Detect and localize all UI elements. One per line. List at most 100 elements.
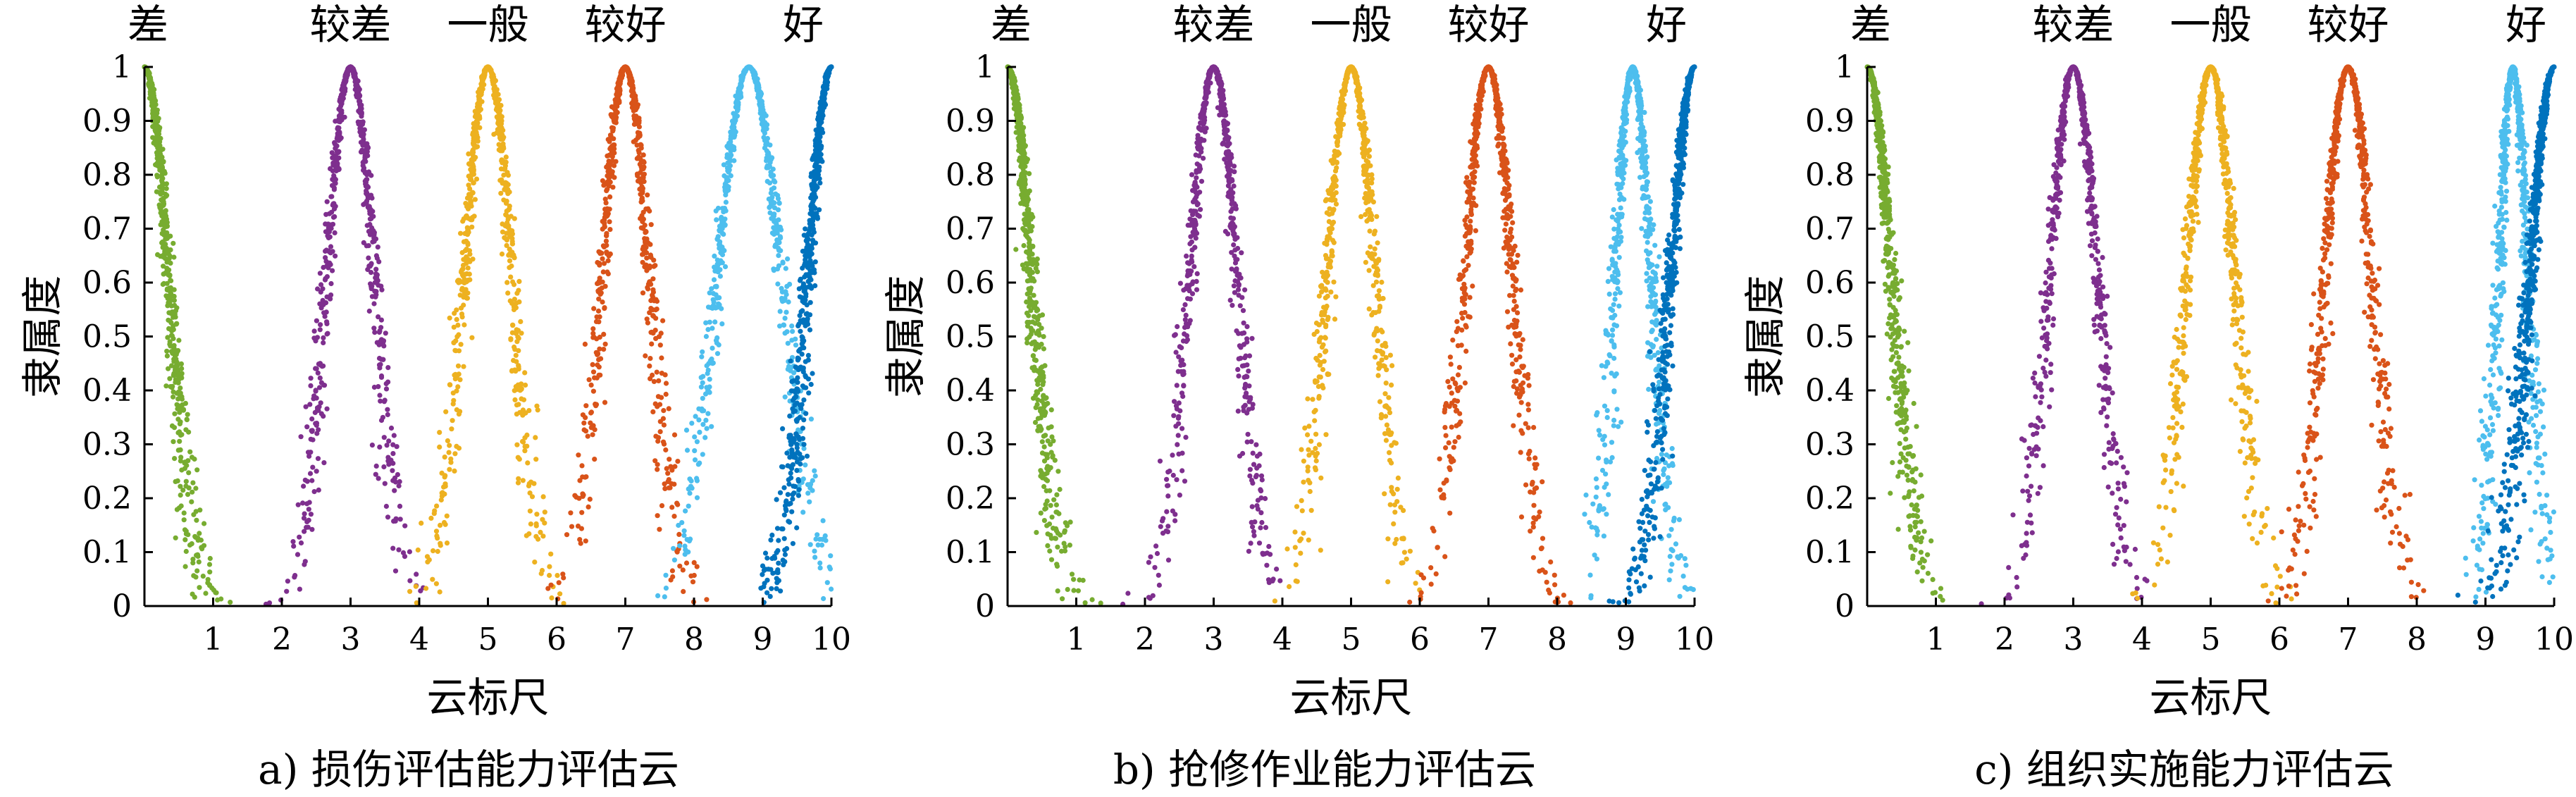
data-point [441, 519, 447, 526]
data-point [178, 483, 183, 489]
data-point [638, 142, 644, 148]
data-point [717, 302, 722, 308]
data-point [323, 309, 329, 315]
data-point [363, 147, 369, 153]
data-point [449, 426, 454, 432]
data-point [179, 366, 185, 371]
data-point [438, 522, 443, 529]
data-point [166, 310, 172, 316]
data-point [1021, 242, 1027, 249]
data-point [819, 126, 825, 132]
data-point [784, 450, 790, 456]
data-point [641, 164, 647, 170]
data-point [657, 402, 663, 407]
data-point [714, 217, 719, 223]
data-point [810, 263, 815, 268]
data-point [378, 417, 385, 424]
data-point [819, 542, 825, 548]
data-point [166, 272, 171, 278]
data-point [807, 211, 813, 216]
data-point [172, 411, 178, 416]
data-point [645, 192, 650, 198]
data-point [463, 201, 469, 206]
data-point [663, 391, 669, 397]
data-point [181, 510, 187, 516]
data-point [785, 492, 791, 498]
data-point [315, 370, 321, 376]
data-point [413, 583, 419, 589]
data-point [577, 478, 583, 483]
data-point [514, 442, 520, 447]
data-point [805, 376, 811, 382]
y-tick-label: 1 [112, 49, 132, 85]
data-point [369, 294, 376, 299]
data-point [1047, 488, 1053, 493]
data-point [719, 260, 724, 266]
data-point [158, 191, 163, 197]
data-point [164, 287, 170, 292]
data-point [328, 194, 334, 199]
data-point [147, 75, 153, 82]
data-point [647, 363, 652, 369]
data-point [510, 322, 516, 328]
data-point [600, 178, 606, 184]
x-tick-label: 7 [616, 622, 636, 657]
data-point [722, 185, 728, 190]
data-point [648, 356, 653, 362]
data-point [764, 156, 770, 161]
data-point [522, 448, 528, 454]
data-point [767, 163, 772, 169]
data-point [190, 557, 196, 562]
y-tick-label: 0.7 [82, 211, 132, 247]
data-point [317, 271, 323, 276]
data-point [761, 135, 767, 140]
data-point [504, 242, 509, 248]
data-point [452, 468, 457, 474]
data-point [805, 316, 810, 322]
data-point [1170, 472, 1176, 478]
y-tick-label: 0.9 [82, 104, 132, 140]
data-point [463, 214, 469, 219]
data-point [1034, 330, 1039, 336]
data-point [183, 483, 189, 489]
data-point [736, 94, 741, 100]
data-point [304, 424, 310, 430]
data-point [1055, 588, 1060, 594]
data-point [311, 328, 317, 334]
data-point [605, 213, 610, 218]
data-point [168, 326, 174, 332]
data-point [557, 591, 563, 597]
series-3 [407, 64, 566, 606]
y-axis-label: 隶属度 [18, 275, 66, 397]
x-tick-label: 10 [812, 622, 851, 657]
data-point [1044, 455, 1050, 461]
data-point [777, 234, 783, 240]
data-point [775, 196, 781, 202]
series-1 [142, 64, 233, 605]
data-point [806, 390, 812, 396]
data-point [668, 464, 674, 469]
data-point [777, 323, 783, 329]
data-point [703, 333, 710, 340]
data-point [712, 319, 718, 325]
data-point [802, 274, 807, 280]
data-point [503, 154, 509, 160]
data-point [164, 192, 170, 198]
data-point [1032, 368, 1037, 373]
data-point [364, 188, 369, 194]
data-point [785, 256, 791, 261]
data-point [300, 500, 306, 506]
data-point [179, 396, 185, 402]
data-point [213, 590, 219, 595]
data-point [151, 106, 157, 111]
data-point [651, 298, 657, 304]
data-point [812, 555, 818, 560]
data-point [782, 330, 788, 336]
data-point [197, 585, 202, 591]
data-point [655, 593, 661, 599]
data-point [1021, 187, 1027, 193]
data-point [166, 366, 171, 371]
data-point [676, 531, 682, 538]
data-point [508, 214, 514, 219]
data-point [722, 173, 727, 179]
